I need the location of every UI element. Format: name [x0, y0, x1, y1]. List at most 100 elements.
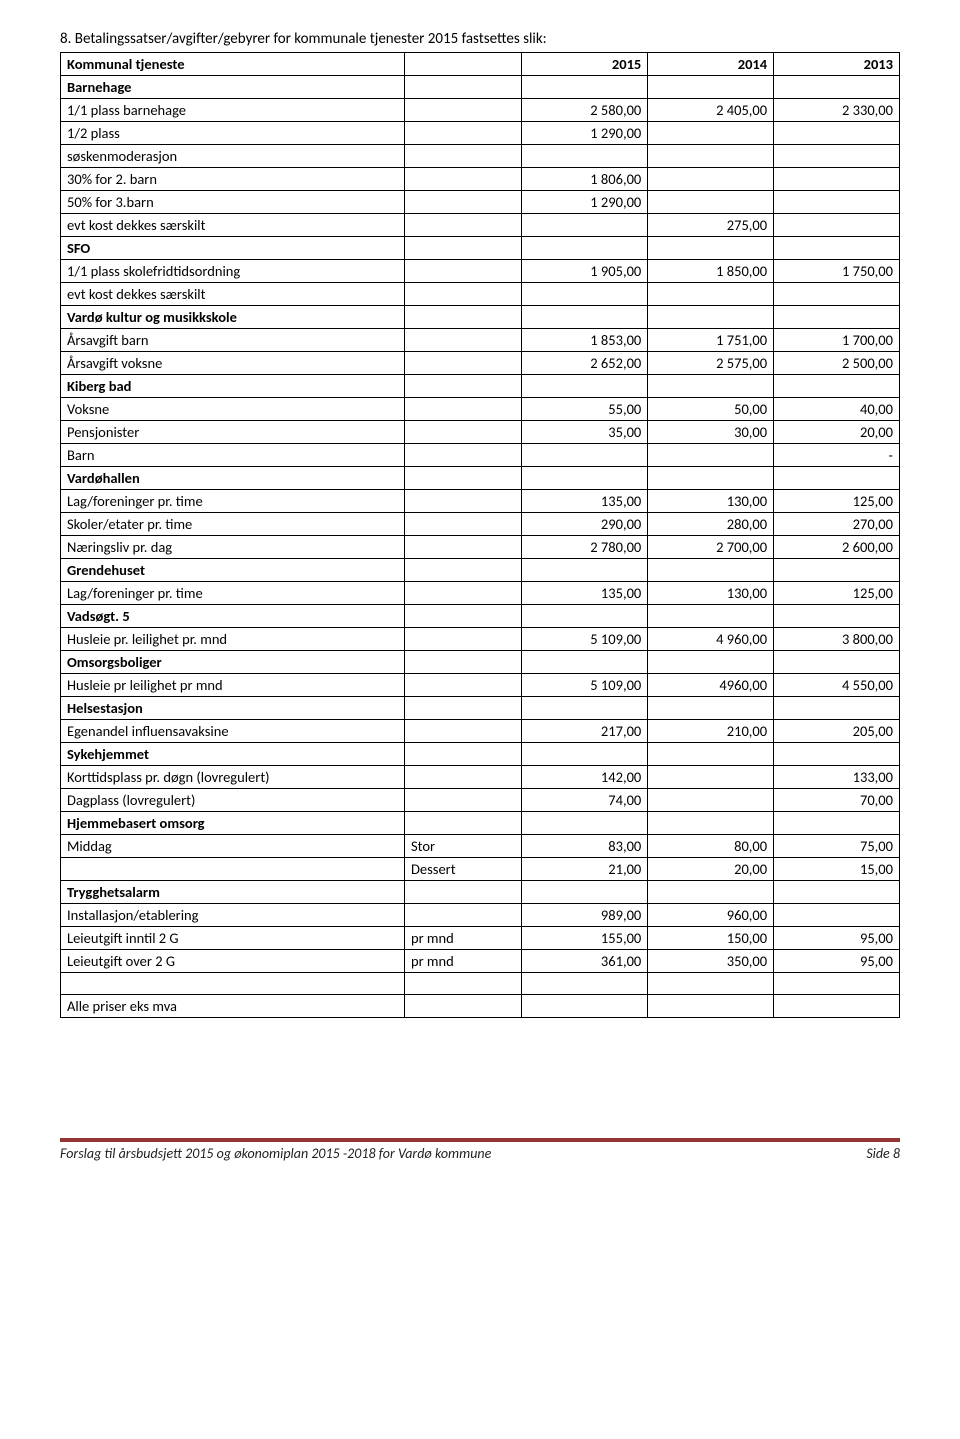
table-cell: Grendehuset [61, 559, 405, 582]
table-cell [774, 191, 900, 214]
table-cell [404, 237, 521, 260]
table-cell [648, 283, 774, 306]
table-cell [61, 858, 405, 881]
table-cell: Leieutgift over 2 G [61, 950, 405, 973]
table-cell: 210,00 [648, 720, 774, 743]
table-row: Årsavgift barn1 853,001 751,001 700,00 [61, 329, 900, 352]
table-row: Installasjon/etablering989,00960,00 [61, 904, 900, 927]
table-cell: Egenandel influensavaksine [61, 720, 405, 743]
table-cell [404, 352, 521, 375]
table-row: Dagplass (lovregulert)74,0070,00 [61, 789, 900, 812]
table-cell [404, 168, 521, 191]
table-row: søskenmoderasjon [61, 145, 900, 168]
table-cell: 80,00 [648, 835, 774, 858]
table-cell: 2 405,00 [648, 99, 774, 122]
table-cell: pr mnd [404, 927, 521, 950]
table-cell [404, 145, 521, 168]
table-cell: 1 850,00 [648, 260, 774, 283]
table-cell: 2 600,00 [774, 536, 900, 559]
table-cell [61, 973, 405, 995]
table-row: Barnehage [61, 76, 900, 99]
table-cell: 150,00 [648, 927, 774, 950]
table-cell: Lag/foreninger pr. time [61, 490, 405, 513]
header-col-1: Kommunal tjeneste [61, 53, 405, 76]
table-row: Vardø kultur og musikkskole [61, 306, 900, 329]
table-cell [522, 283, 648, 306]
table-cell: 125,00 [774, 582, 900, 605]
table-cell: 1/2 plass [61, 122, 405, 145]
table-cell: Vardøhallen [61, 467, 405, 490]
table-cell: 40,00 [774, 398, 900, 421]
table-cell [648, 651, 774, 674]
table-row: Voksne55,0050,0040,00 [61, 398, 900, 421]
table-cell: 135,00 [522, 490, 648, 513]
table-cell [648, 812, 774, 835]
table-cell [648, 973, 774, 995]
table-cell: 75,00 [774, 835, 900, 858]
table-cell [404, 513, 521, 536]
table-cell [774, 168, 900, 191]
page-footer: Forslag til årsbudsjett 2015 og økonomip… [60, 1138, 900, 1162]
table-cell [774, 651, 900, 674]
header-col-5: 2013 [774, 53, 900, 76]
table-cell: 20,00 [774, 421, 900, 444]
table-cell [774, 214, 900, 237]
table-cell [522, 697, 648, 720]
rates-table: Kommunal tjeneste 2015 2014 2013 Barneha… [60, 52, 900, 1018]
table-cell [774, 973, 900, 995]
table-row: Lag/foreninger pr. time135,00130,00125,0… [61, 490, 900, 513]
table-cell [648, 995, 774, 1018]
table-row: MiddagStor83,0080,0075,00 [61, 835, 900, 858]
table-cell [404, 490, 521, 513]
table-cell: 95,00 [774, 950, 900, 973]
table-cell [774, 812, 900, 835]
table-cell [522, 812, 648, 835]
table-cell: 1 806,00 [522, 168, 648, 191]
table-row: Vadsøgt. 5 [61, 605, 900, 628]
table-row: Husleie pr. leilighet pr. mnd5 109,004 9… [61, 628, 900, 651]
table-cell: Næringsliv pr. dag [61, 536, 405, 559]
table-cell: 361,00 [522, 950, 648, 973]
table-cell: 4960,00 [648, 674, 774, 697]
table-cell [774, 145, 900, 168]
table-row: Næringsliv pr. dag2 780,002 700,002 600,… [61, 536, 900, 559]
table-cell: Helsestasjon [61, 697, 405, 720]
table-cell: 2 575,00 [648, 352, 774, 375]
table-cell: 50% for 3.barn [61, 191, 405, 214]
table-cell [522, 76, 648, 99]
table-row: 1/2 plass1 290,00 [61, 122, 900, 145]
table-cell: 1 905,00 [522, 260, 648, 283]
table-cell: 74,00 [522, 789, 648, 812]
table-cell [404, 651, 521, 674]
table-cell: Omsorgsboliger [61, 651, 405, 674]
table-cell: 2 652,00 [522, 352, 648, 375]
table-cell: Årsavgift barn [61, 329, 405, 352]
table-cell [404, 375, 521, 398]
table-cell: 95,00 [774, 927, 900, 950]
table-cell: 4 960,00 [648, 628, 774, 651]
table-cell [648, 766, 774, 789]
table-cell: Barn [61, 444, 405, 467]
table-cell [648, 168, 774, 191]
table-row: Helsestasjon [61, 697, 900, 720]
table-cell [522, 237, 648, 260]
table-cell: 5 109,00 [522, 628, 648, 651]
table-row: evt kost dekkes særskilt275,00 [61, 214, 900, 237]
table-cell [648, 191, 774, 214]
footer-right: Side 8 [866, 1145, 900, 1162]
table-cell: 2 700,00 [648, 536, 774, 559]
table-cell [404, 99, 521, 122]
table-row: 1/1 plass skolefridtidsordning1 905,001 … [61, 260, 900, 283]
table-cell: 960,00 [648, 904, 774, 927]
table-row: Trygghetsalarm [61, 881, 900, 904]
table-cell: - [774, 444, 900, 467]
table-row: Barn - [61, 444, 900, 467]
table-cell [648, 145, 774, 168]
table-cell: Årsavgift voksne [61, 352, 405, 375]
table-cell [774, 306, 900, 329]
table-cell: Installasjon/etablering [61, 904, 405, 927]
table-cell [774, 743, 900, 766]
table-cell [774, 375, 900, 398]
table-cell [404, 214, 521, 237]
table-cell [774, 467, 900, 490]
